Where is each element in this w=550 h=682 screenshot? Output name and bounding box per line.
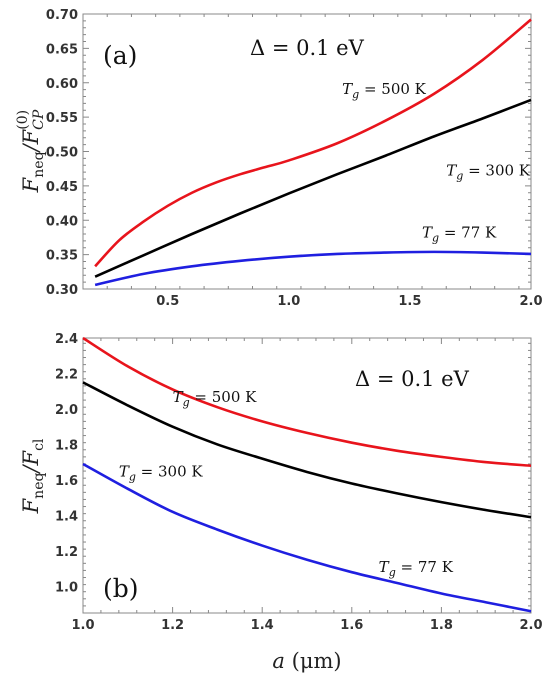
curve-label: Tg = 77 K bbox=[422, 223, 497, 244]
x-tick-label: 1.4 bbox=[251, 618, 274, 633]
curve-label: Tg = 300 K bbox=[446, 162, 531, 183]
series-line bbox=[82, 336, 532, 468]
panel-a-gap-annotation: Δ = 0.1 eV bbox=[250, 36, 365, 60]
y-tick-label: 2.0 bbox=[55, 403, 78, 418]
panel-b-ticks bbox=[82, 338, 532, 614]
series-line bbox=[82, 462, 532, 613]
panel-a-series bbox=[94, 18, 532, 287]
y-tick-label: 2.2 bbox=[55, 367, 78, 382]
x-tick-label: 1.5 bbox=[398, 294, 421, 309]
panel-b-tag: (b) bbox=[103, 574, 139, 603]
y-tick-label: 0.55 bbox=[46, 111, 78, 126]
y-tick-label: 1.6 bbox=[55, 474, 78, 489]
y-tick-label: 0.65 bbox=[46, 42, 78, 57]
x-tick-label: 1.6 bbox=[340, 618, 363, 633]
series-line bbox=[82, 381, 532, 519]
svg-text:Fneq/FCP(0): Fneq/FCP(0) bbox=[15, 109, 47, 193]
series-line bbox=[94, 98, 532, 278]
y-tick-label: 2.4 bbox=[55, 332, 78, 347]
y-tick-label: 1.2 bbox=[55, 545, 78, 560]
y-tick-label: 1.0 bbox=[55, 580, 78, 595]
curve-label: Tg = 500 K bbox=[342, 80, 427, 101]
series-line bbox=[94, 18, 532, 268]
curve-label: Tg = 500 K bbox=[173, 388, 258, 409]
panel-b-tick-labels: 1.0 1.2 1.4 1.6 1.8 2.0 1.0 1.2 1.4 1.6 1.8 2.0 2.2 2… bbox=[55, 332, 543, 633]
panel-b-gap-annotation: Δ = 0.1 eV bbox=[355, 367, 470, 391]
svg-text:Fneq/Fcl: Fneq/Fcl bbox=[19, 438, 47, 514]
panel-b-series bbox=[82, 336, 532, 613]
x-tick-label: 1.2 bbox=[161, 618, 184, 633]
y-tick-label: 1.8 bbox=[55, 438, 78, 453]
series-line bbox=[94, 250, 532, 287]
x-tick-label: 1.0 bbox=[277, 294, 300, 309]
curve-label: Tg = 300 K bbox=[119, 462, 204, 483]
y-tick-label: 0.60 bbox=[46, 77, 78, 92]
x-tick-label: 1.0 bbox=[71, 618, 94, 633]
x-tick-label: 0.5 bbox=[156, 294, 179, 309]
y-tick-label: 0.40 bbox=[46, 214, 78, 229]
y-tick-label: 0.70 bbox=[46, 8, 78, 23]
curve-label: Tg = 77 K bbox=[379, 558, 454, 579]
panel-b-annotations: Tg = 500 K Tg = 300 K Tg = 77 K bbox=[119, 388, 454, 579]
y-tick-label: 0.45 bbox=[46, 180, 78, 195]
panel-b-frame bbox=[82, 337, 532, 614]
y-tick-label: 0.30 bbox=[46, 283, 78, 298]
x-tick-label: 2.0 bbox=[519, 618, 542, 633]
x-tick-label: 1.8 bbox=[430, 618, 453, 633]
y-tick-label: 0.35 bbox=[46, 249, 78, 264]
panel-a-tag: (a) bbox=[103, 41, 137, 70]
x-tick-label: 2.0 bbox=[519, 294, 542, 309]
y-tick-label: 1.4 bbox=[55, 509, 78, 524]
panel-a-tick-labels: 0.5 1.0 1.5 2.0 0.30 0.35 0.40 0.45 0.50 0.55 0.60… bbox=[46, 8, 543, 309]
panel-b-xlabel: a (μm) bbox=[272, 649, 341, 673]
panel-a-ylabel: Fneq/FCP(0) bbox=[15, 109, 47, 193]
y-tick-label: 0.50 bbox=[46, 146, 78, 161]
panel-b-ylabel: Fneq/Fcl bbox=[19, 438, 47, 514]
panel-a-annotations: Tg = 500 K Tg = 300 K Tg = 77 K bbox=[342, 80, 531, 245]
